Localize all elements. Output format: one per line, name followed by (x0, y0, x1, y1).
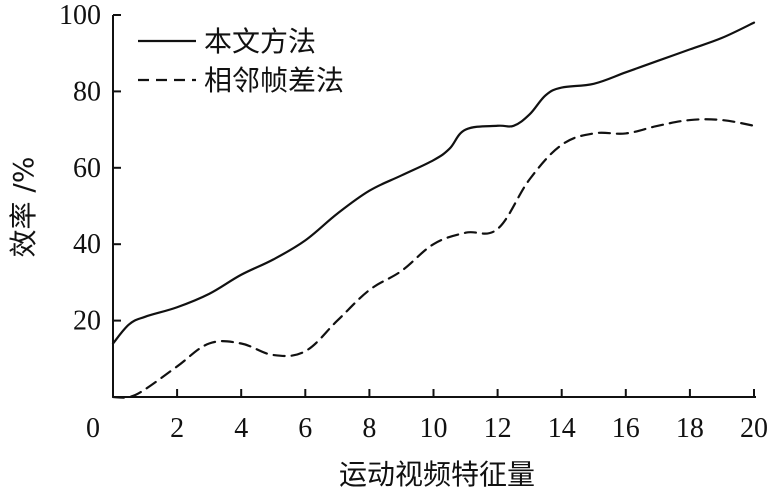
legend-label-2: 相邻帧差法 (204, 64, 344, 97)
x-tick-label: 10 (420, 413, 448, 444)
series-line-2 (111, 118, 756, 399)
x-tick-label: 16 (612, 413, 640, 444)
x-tick-label: 18 (676, 413, 704, 444)
x-tick-label: 14 (548, 413, 576, 444)
legend-label-1: 本文方法 (204, 25, 316, 58)
y-tick-label: 60 (73, 153, 101, 184)
x-tick-label: 4 (234, 413, 248, 444)
x-tick-label: 2 (170, 413, 184, 444)
x-axis-label: 运动视频特征量 (339, 458, 535, 491)
x-tick-label: 8 (362, 413, 376, 444)
y-tick-label: 20 (73, 306, 101, 337)
series-line-1 (111, 21, 756, 345)
ticks: 0 2 4 6 8 10 12 14 16 18 20 20 40 60 80 100 (59, 0, 768, 444)
y-tick-label: 100 (59, 0, 101, 31)
series-layer (111, 21, 756, 399)
x-tick-label: 12 (484, 413, 512, 444)
x-tick-label: 0 (86, 413, 100, 444)
y-tick-label: 40 (73, 229, 101, 260)
x-tick-label: 6 (298, 413, 312, 444)
x-tick-label: 20 (740, 413, 768, 444)
y-axis-label: 效率 /% (7, 157, 40, 258)
y-tick-label: 80 (73, 76, 101, 107)
